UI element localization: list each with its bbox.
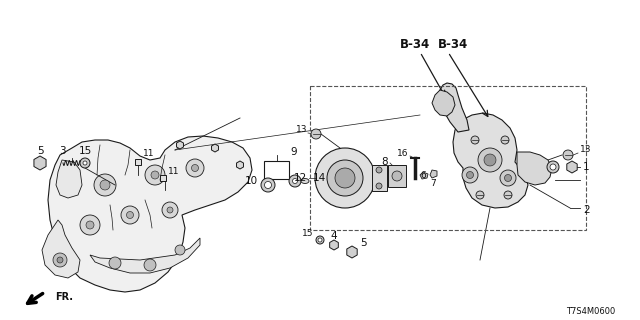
Polygon shape — [517, 152, 552, 185]
Circle shape — [144, 259, 156, 271]
Circle shape — [83, 161, 87, 165]
Text: 12: 12 — [294, 173, 307, 183]
Text: 11: 11 — [143, 148, 154, 157]
Text: 4: 4 — [331, 231, 337, 241]
Circle shape — [186, 159, 204, 177]
Polygon shape — [237, 161, 243, 169]
Text: 7: 7 — [430, 179, 436, 188]
Circle shape — [100, 180, 110, 190]
Circle shape — [484, 154, 496, 166]
Polygon shape — [48, 136, 252, 292]
Circle shape — [462, 167, 478, 183]
Circle shape — [261, 178, 275, 192]
Text: B-34: B-34 — [400, 37, 430, 51]
Polygon shape — [432, 90, 455, 116]
Bar — [264, 161, 289, 179]
Text: 13: 13 — [580, 146, 591, 155]
Text: 11: 11 — [168, 166, 179, 175]
Circle shape — [94, 174, 116, 196]
Polygon shape — [42, 220, 80, 278]
Circle shape — [109, 257, 121, 269]
Bar — [310, 86, 586, 230]
Text: 3: 3 — [59, 146, 65, 156]
Circle shape — [504, 191, 512, 199]
Circle shape — [563, 150, 573, 160]
Polygon shape — [347, 246, 357, 258]
Bar — [388, 165, 406, 187]
Text: 2: 2 — [583, 205, 589, 215]
Circle shape — [392, 171, 402, 181]
Polygon shape — [430, 170, 437, 178]
Circle shape — [504, 174, 511, 181]
Text: 16: 16 — [397, 149, 408, 158]
Text: 1: 1 — [583, 162, 589, 172]
Circle shape — [471, 136, 479, 144]
Text: T7S4M0600: T7S4M0600 — [566, 308, 615, 316]
Ellipse shape — [301, 179, 309, 183]
Circle shape — [191, 164, 198, 172]
Polygon shape — [56, 160, 82, 198]
Circle shape — [86, 221, 94, 229]
Circle shape — [327, 160, 363, 196]
Polygon shape — [453, 113, 528, 208]
Text: 13: 13 — [296, 125, 307, 134]
Circle shape — [264, 181, 271, 188]
Text: 5: 5 — [36, 146, 44, 156]
Circle shape — [292, 179, 298, 183]
Circle shape — [289, 175, 301, 187]
Text: 6: 6 — [420, 171, 426, 180]
Circle shape — [127, 212, 134, 219]
Circle shape — [376, 183, 382, 189]
Text: 5: 5 — [360, 238, 367, 248]
Text: 10: 10 — [245, 176, 258, 186]
Circle shape — [478, 148, 502, 172]
Circle shape — [80, 158, 90, 168]
Polygon shape — [567, 161, 577, 173]
Text: FR.: FR. — [55, 292, 73, 302]
Circle shape — [315, 148, 375, 208]
Text: 8: 8 — [381, 157, 388, 167]
Polygon shape — [177, 141, 184, 149]
Circle shape — [316, 236, 324, 244]
Circle shape — [162, 202, 178, 218]
Circle shape — [335, 168, 355, 188]
Text: B-34: B-34 — [438, 37, 468, 51]
Circle shape — [500, 170, 516, 186]
Text: 15: 15 — [78, 146, 92, 156]
Text: 14: 14 — [313, 173, 326, 183]
Polygon shape — [34, 156, 46, 170]
Circle shape — [467, 172, 474, 179]
Circle shape — [121, 206, 139, 224]
Circle shape — [151, 171, 159, 179]
Polygon shape — [330, 240, 339, 250]
Circle shape — [167, 207, 173, 213]
Text: 9: 9 — [290, 147, 296, 157]
Polygon shape — [420, 172, 428, 179]
Circle shape — [80, 215, 100, 235]
Polygon shape — [439, 83, 469, 132]
Circle shape — [57, 257, 63, 263]
Circle shape — [476, 191, 484, 199]
Circle shape — [53, 253, 67, 267]
Circle shape — [550, 164, 556, 170]
Bar — [135, 159, 141, 165]
Polygon shape — [212, 144, 218, 152]
Circle shape — [145, 165, 165, 185]
Circle shape — [547, 161, 559, 173]
Circle shape — [318, 238, 322, 242]
Circle shape — [175, 245, 185, 255]
Text: 15: 15 — [301, 229, 313, 238]
Polygon shape — [90, 238, 200, 273]
Circle shape — [376, 167, 382, 173]
Circle shape — [501, 136, 509, 144]
Circle shape — [311, 129, 321, 139]
Bar — [160, 175, 166, 181]
Bar — [372, 165, 387, 191]
